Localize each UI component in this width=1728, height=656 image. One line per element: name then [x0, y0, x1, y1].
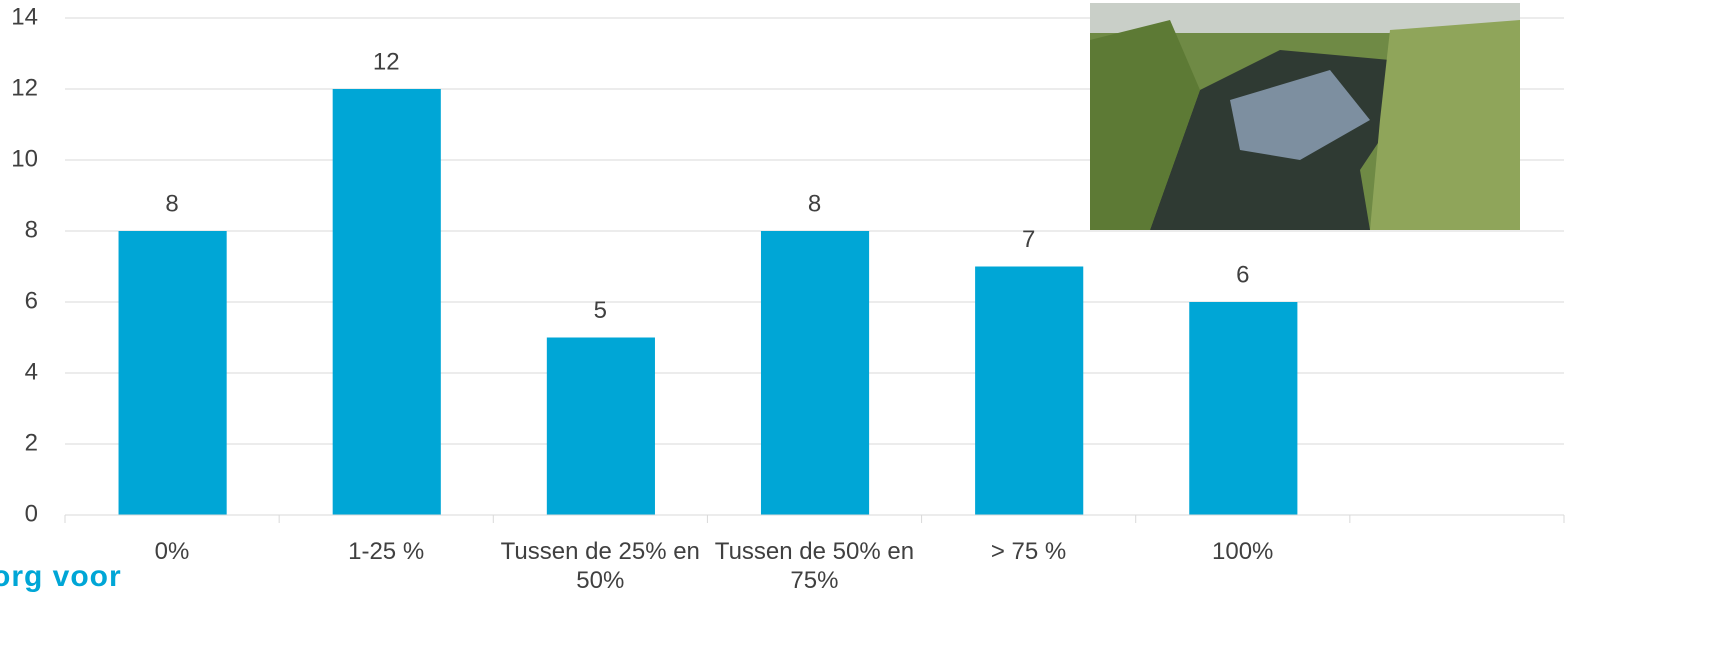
y-tick-label: 0 — [25, 500, 38, 527]
logo-text: org voor — [0, 560, 122, 593]
bar — [118, 231, 227, 515]
bar — [1189, 302, 1298, 515]
x-tick-label: > 75 % — [990, 538, 1067, 565]
photo-reeds-left — [1090, 20, 1200, 230]
data-label: 8 — [165, 190, 178, 217]
bar — [975, 266, 1084, 515]
bar — [760, 231, 870, 515]
y-tick-label: 14 — [11, 3, 38, 30]
x-tick-label: Tussen de 25% en 50% — [500, 538, 700, 594]
y-tick-label: 10 — [11, 145, 38, 172]
data-label: 6 — [1236, 261, 1249, 288]
photo — [1090, 3, 1520, 230]
x-tick-label: 0% — [154, 538, 190, 565]
photo-reflection — [1230, 70, 1370, 160]
bar — [546, 337, 655, 515]
y-tick-label: 8 — [25, 216, 38, 243]
x-tick-label: 1-25 % — [348, 538, 425, 565]
y-tick-label: 4 — [25, 358, 38, 385]
data-label: 5 — [594, 297, 607, 324]
y-tick-label: 6 — [25, 287, 38, 314]
photo-reeds — [1370, 20, 1520, 230]
data-label: 12 — [373, 48, 400, 75]
y-tick-label: 12 — [11, 74, 38, 101]
y-tick-label: 2 — [25, 429, 38, 456]
x-tick-label: 100% — [1212, 538, 1274, 565]
data-label: 7 — [1022, 226, 1035, 253]
data-label: 8 — [808, 190, 821, 217]
x-tick-label: Tussen de 50% en 75% — [714, 538, 915, 594]
bar — [332, 89, 441, 515]
